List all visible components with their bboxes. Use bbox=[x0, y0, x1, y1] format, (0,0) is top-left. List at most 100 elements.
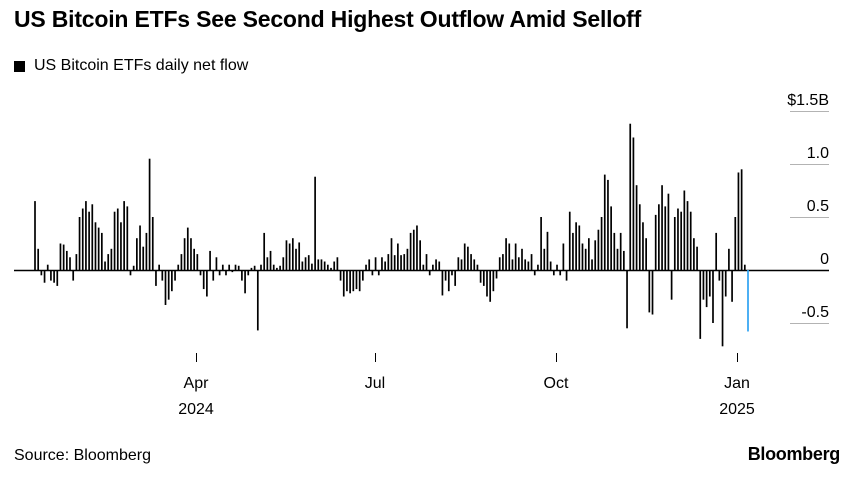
bar bbox=[740, 169, 743, 270]
bar bbox=[307, 255, 310, 270]
bar bbox=[460, 259, 463, 270]
bar bbox=[291, 238, 294, 270]
bar bbox=[699, 270, 702, 339]
bar bbox=[231, 270, 234, 273]
bar bbox=[221, 264, 224, 270]
bar bbox=[390, 238, 393, 270]
y-tick-label: -0.5 bbox=[801, 304, 829, 321]
bar bbox=[158, 264, 160, 270]
x-tick-label: Oct bbox=[544, 375, 569, 392]
bar bbox=[584, 248, 587, 270]
bar bbox=[346, 270, 348, 292]
bar bbox=[702, 270, 705, 300]
bar bbox=[263, 232, 266, 270]
bar bbox=[358, 270, 361, 292]
bar bbox=[712, 270, 714, 323]
bar bbox=[123, 201, 125, 270]
bar bbox=[693, 238, 695, 270]
bar bbox=[298, 242, 301, 270]
bar bbox=[476, 264, 479, 270]
legend-swatch bbox=[14, 60, 25, 72]
bar bbox=[75, 254, 78, 270]
bar bbox=[400, 255, 402, 270]
bar bbox=[467, 246, 469, 270]
bar bbox=[272, 264, 275, 270]
bar bbox=[301, 261, 304, 270]
bar bbox=[218, 270, 221, 276]
bar bbox=[508, 243, 511, 270]
bar bbox=[412, 229, 415, 270]
bar bbox=[120, 222, 122, 270]
bar bbox=[43, 270, 46, 283]
bar bbox=[199, 270, 202, 276]
bar bbox=[323, 261, 326, 270]
bar bbox=[680, 211, 683, 270]
bar bbox=[148, 158, 151, 270]
bar bbox=[186, 227, 189, 270]
bar bbox=[673, 217, 676, 270]
bar bbox=[514, 243, 517, 270]
bar bbox=[377, 270, 380, 276]
bar bbox=[171, 270, 173, 292]
bar bbox=[626, 270, 628, 329]
bar bbox=[613, 232, 616, 270]
bar bbox=[250, 267, 253, 270]
bar bbox=[495, 270, 498, 279]
bar bbox=[326, 264, 329, 270]
bar bbox=[206, 270, 208, 297]
bar bbox=[97, 227, 100, 270]
bar bbox=[374, 257, 377, 270]
bar bbox=[40, 270, 43, 276]
bar bbox=[406, 248, 409, 270]
bar bbox=[629, 123, 632, 270]
bar bbox=[387, 254, 390, 270]
bar bbox=[247, 270, 250, 276]
bar bbox=[715, 232, 718, 270]
bar bbox=[116, 208, 119, 270]
y-tick-label: $1.5B bbox=[787, 92, 829, 109]
bar bbox=[552, 270, 555, 276]
bar bbox=[177, 264, 180, 270]
bar bbox=[454, 270, 457, 286]
bar bbox=[654, 214, 657, 270]
bar bbox=[260, 264, 262, 270]
legend-label: US Bitcoin ETFs daily net flow bbox=[34, 57, 249, 74]
bar bbox=[132, 265, 135, 270]
bar bbox=[53, 270, 55, 283]
bar bbox=[384, 261, 386, 270]
bar bbox=[546, 231, 549, 270]
bar bbox=[50, 270, 52, 281]
bar bbox=[62, 244, 65, 270]
bar bbox=[282, 257, 285, 270]
bar bbox=[339, 270, 342, 281]
bar bbox=[190, 238, 192, 270]
y-tick-label: 1.0 bbox=[807, 145, 829, 162]
bar bbox=[718, 270, 721, 281]
bar bbox=[737, 172, 740, 270]
y-tick-label: 0.5 bbox=[807, 198, 829, 215]
bar bbox=[581, 243, 584, 270]
bar bbox=[588, 238, 590, 270]
bar bbox=[610, 206, 612, 270]
bar bbox=[409, 232, 412, 270]
bar bbox=[549, 261, 552, 270]
bar bbox=[664, 206, 667, 270]
bar bbox=[728, 248, 730, 270]
bar bbox=[425, 254, 428, 270]
bar bbox=[683, 190, 686, 270]
bar bbox=[237, 265, 240, 270]
bar bbox=[441, 270, 444, 296]
bar bbox=[451, 270, 453, 276]
bar bbox=[174, 270, 176, 281]
bar bbox=[470, 254, 472, 270]
bar bbox=[537, 264, 539, 270]
bar bbox=[253, 265, 256, 270]
bar bbox=[94, 222, 97, 270]
bar bbox=[677, 208, 679, 270]
bar bbox=[142, 246, 145, 270]
bar bbox=[85, 201, 87, 270]
bar bbox=[107, 254, 110, 270]
bar bbox=[403, 254, 406, 270]
gridlines bbox=[14, 111, 829, 324]
bar bbox=[591, 259, 593, 270]
